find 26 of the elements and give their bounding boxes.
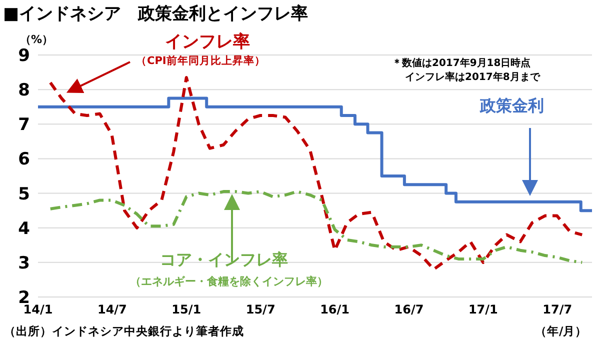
x-tick-label: 15/7 <box>246 302 276 317</box>
text: （出所）インドネシア中央銀行より筆者作成 <box>4 324 244 339</box>
y-tick-label: 7 <box>18 115 30 136</box>
y-tick-label: 3 <box>18 253 30 274</box>
x-tick-label: 17/1 <box>468 302 498 317</box>
series-label: インフレ率 <box>165 31 250 53</box>
annotation: インフレ率は2017年8月まで <box>405 70 540 84</box>
x-axis-title: （年/月） <box>535 324 588 339</box>
y-tick-label: 9 <box>18 46 30 66</box>
chart-title: ■インドネシア 政策金利とインフレ率 <box>3 3 308 25</box>
x-tick-label: 15/1 <box>172 302 202 317</box>
y-tick-label: 5 <box>18 184 30 204</box>
series-label: コア・インフレ率 <box>160 250 288 271</box>
annotation: （エネルギー・食糧を除くインフレ率） <box>130 274 328 289</box>
y-tick-label: 8 <box>18 80 30 101</box>
x-tick-label: 16/1 <box>320 302 350 317</box>
x-tick-label: 14/7 <box>97 302 127 317</box>
y-tick-label: 6 <box>18 150 30 170</box>
x-tick-label: 14/1 <box>23 302 53 317</box>
x-tick-label: 16/7 <box>394 302 424 317</box>
annotation: ＊数値は2017年9月18日時点 <box>392 56 531 70</box>
y-tick-label: 4 <box>18 218 30 239</box>
text: 政策金利 <box>480 96 544 117</box>
annotation: （CPI前年同月比上昇率） <box>136 54 266 68</box>
y-axis-title: （%） <box>20 32 54 47</box>
x-tick-label: 17/7 <box>542 302 572 317</box>
